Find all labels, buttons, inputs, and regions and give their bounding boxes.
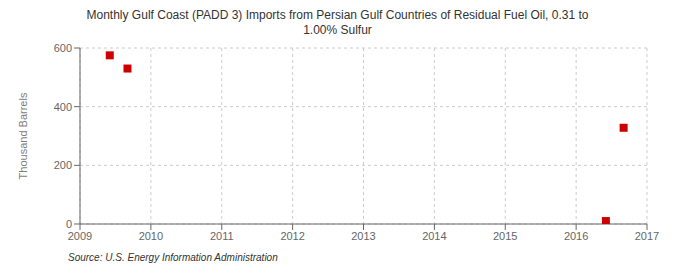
svg-text:0: 0	[66, 218, 72, 230]
svg-text:2010: 2010	[139, 230, 163, 242]
svg-text:2016: 2016	[564, 230, 588, 242]
svg-text:2013: 2013	[351, 230, 375, 242]
svg-text:2015: 2015	[493, 230, 517, 242]
svg-text:200: 200	[54, 159, 72, 171]
svg-text:2017: 2017	[635, 230, 659, 242]
html-text:Monthly Gulf Coast (PADD 3) Im: Monthly Gulf Coast (PADD 3) Imports from…	[86, 8, 589, 22]
svg-text:2011: 2011	[210, 230, 234, 242]
svg-text:Thousand Barrels: Thousand Barrels	[17, 92, 29, 179]
html-text:1.00% Sulfur: 1.00% Sulfur	[303, 23, 372, 37]
svg-text:600: 600	[54, 42, 72, 54]
html-text:Source: U.S. Energy Informatio: Source: U.S. Energy Information Administ…	[68, 252, 278, 263]
svg-text:400: 400	[54, 101, 72, 113]
svg-text:2014: 2014	[422, 230, 446, 242]
svg-text:2012: 2012	[280, 230, 304, 242]
svg-text:2009: 2009	[68, 230, 92, 242]
